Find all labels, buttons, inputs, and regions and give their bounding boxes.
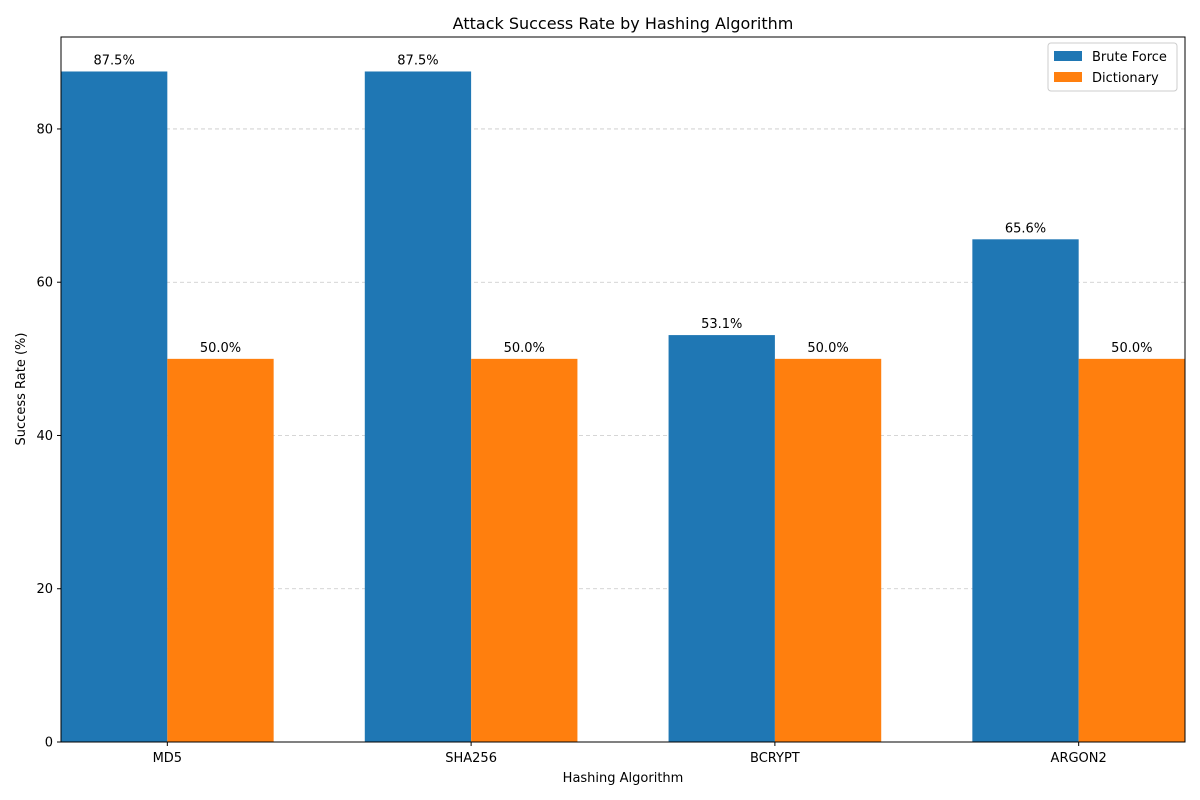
bar-value-label: 65.6%: [1005, 221, 1046, 236]
bar-value-labels: 87.5% 50.0% 87.5% 50.0% 53.1% 50.0% 65.6% 50.0%: [94, 53, 1153, 355]
bar-value-label: 50.0%: [807, 341, 848, 356]
y-tick-label: 80: [36, 122, 53, 137]
bar-value-label: 87.5%: [397, 53, 438, 68]
x-tick-label: MD5: [153, 751, 183, 766]
x-tick-label: BCRYPT: [750, 751, 800, 766]
bar-brute-force-md5: [61, 71, 168, 742]
y-tick-label: 20: [36, 582, 53, 597]
bar-dictionary-md5: [167, 358, 274, 742]
bar-value-label: 53.1%: [701, 317, 742, 332]
y-axis-title: Success Rate (%): [14, 333, 29, 446]
bar-value-label: 50.0%: [200, 341, 241, 356]
bar-dictionary-bcrypt: [774, 358, 882, 742]
x-tick-label: SHA256: [445, 751, 497, 766]
legend: Brute Force Dictionary: [1047, 42, 1178, 92]
bar-brute-force-bcrypt: [668, 335, 775, 742]
x-axis-title: Hashing Algorithm: [563, 771, 684, 786]
bar-brute-force-sha256: [364, 71, 472, 742]
legend-swatch-dictionary: [1054, 72, 1082, 82]
bar-value-label: 50.0%: [504, 341, 545, 356]
plot-frame: [60, 36, 1186, 743]
bars: [61, 71, 1185, 742]
chart-title: Attack Success Rate by Hashing Algorithm: [453, 14, 794, 33]
y-tick-label: 0: [45, 736, 53, 751]
bar-brute-force-argon2: [972, 239, 1079, 742]
x-tick-label: ARGON2: [1051, 751, 1107, 766]
y-axis: 0 20 40 60 80: [36, 122, 61, 751]
bar-dictionary-argon2: [1078, 358, 1185, 742]
bar-value-label: 50.0%: [1111, 341, 1152, 356]
x-axis: MD5 SHA256 BCRYPT ARGON2: [153, 742, 1107, 766]
legend-label-dictionary: Dictionary: [1092, 71, 1159, 86]
legend-swatch-brute-force: [1054, 51, 1082, 61]
grid-lines: [61, 128, 1185, 590]
y-tick-label: 40: [36, 429, 53, 444]
y-tick-label: 60: [36, 276, 53, 291]
bar-value-label: 87.5%: [94, 53, 135, 68]
bar-dictionary-sha256: [471, 358, 578, 742]
legend-label-brute-force: Brute Force: [1092, 50, 1167, 65]
